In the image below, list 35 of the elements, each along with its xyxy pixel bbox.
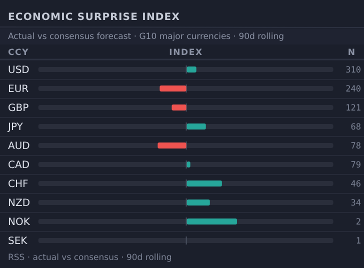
text: 68: [350, 122, 361, 132]
y-tick-label: NOK: [8, 217, 30, 228]
y-tick-label: CAD: [8, 160, 30, 171]
y-tick-label: JPY: [7, 122, 24, 133]
text: 2: [356, 218, 361, 228]
chart-subtitle: Actual vs consensus forecast · G10 major currencies · 90d rolling: [8, 32, 284, 42]
text: N: [348, 48, 355, 58]
text: 121: [346, 104, 361, 114]
text: 34: [350, 198, 361, 208]
bar: [160, 86, 186, 92]
y-tick-label: EUR: [8, 84, 29, 95]
bar: [186, 180, 222, 186]
text: 310: [346, 66, 361, 76]
bar: [186, 66, 196, 72]
text: 240: [346, 84, 361, 94]
chart-title: ECONOMIC SURPRISE INDEX: [8, 12, 180, 23]
bar: [172, 104, 186, 110]
bar: [186, 218, 237, 224]
y-tick-label: NZD: [8, 198, 30, 209]
y-tick-label: CHF: [8, 179, 28, 190]
text: RSS · actual vs consensus · 90d rolling: [8, 253, 172, 263]
bar: [186, 124, 206, 130]
x-axis-title: INDEX: [169, 48, 203, 58]
y-tick-label: GBP: [8, 103, 29, 114]
bar: [186, 200, 210, 206]
y-tick-label: AUD: [8, 141, 30, 152]
text: 79: [350, 160, 361, 170]
bar: [186, 162, 190, 168]
y-tick-label: SEK: [8, 236, 28, 247]
text: 46: [350, 180, 361, 190]
bar: [158, 142, 186, 148]
y-axis-title: CCY: [8, 48, 30, 58]
text: 78: [350, 142, 361, 152]
y-tick-label: USD: [8, 65, 30, 76]
text: 1: [356, 236, 361, 246]
